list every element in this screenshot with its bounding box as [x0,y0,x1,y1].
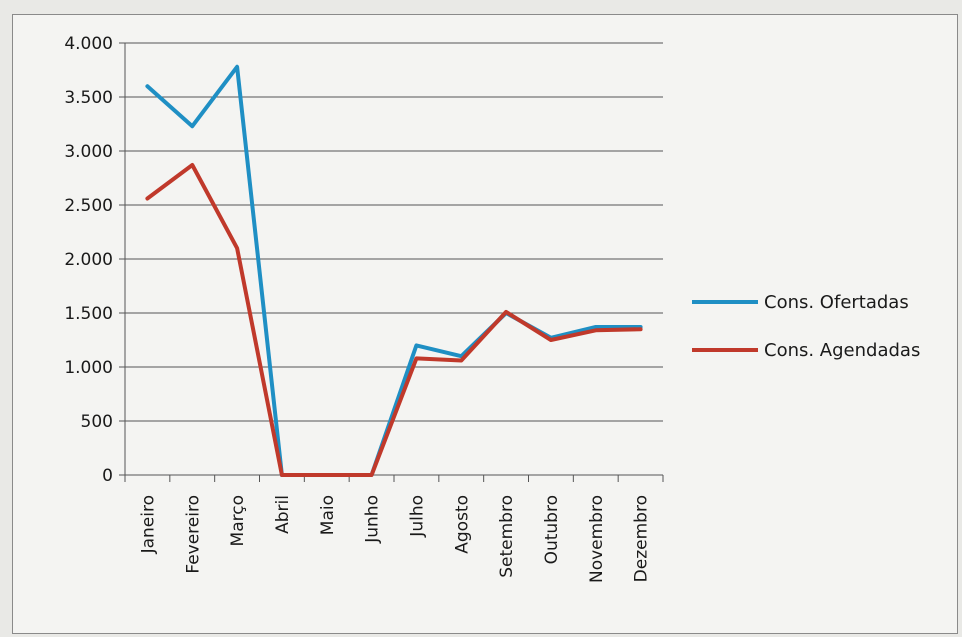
x-tick-label: Fevereiro [183,495,203,574]
x-tick-label: Dezembro [632,495,652,582]
y-tick-label: 1.500 [64,304,113,324]
series-line [145,163,643,477]
x-tick-label: Junho [363,495,383,544]
y-tick-label: 4.000 [64,34,113,54]
x-tick-label: Agosto [452,495,472,554]
y-tick-label: 0 [102,466,113,486]
y-tick-label: 2.000 [64,250,113,270]
axes: 0 500 1.000 1.500 2.000 2.500 3.000 3.500 4.000 J… [64,34,664,583]
gridlines [125,42,663,422]
x-tick-label: Novembro [587,495,607,583]
x-tick-label: Abril [273,495,293,534]
x-tick-label: Julho [407,495,427,538]
y-tick-label: 3.000 [64,142,113,162]
y-tick-label: 2.500 [64,196,113,216]
series-lines [145,64,643,477]
x-tick-label: Maio [318,495,338,535]
legend-label: Cons. Ofertadas [764,292,909,313]
x-tick-label: Outubro [542,495,562,564]
x-tick-label: Janeiro [138,495,158,554]
legend-label: Cons. Agendadas [764,340,920,361]
series-line [145,64,643,477]
x-tick-label: Setembro [497,495,517,578]
y-tick-label: 3.500 [64,88,113,108]
chart-frame [12,14,958,634]
x-tick-label: Março [228,495,248,546]
legend: Cons. Ofertadas Cons. Agendadas [692,292,920,361]
y-tick-label: 1.000 [64,358,113,378]
y-tick-label: 500 [81,412,113,432]
